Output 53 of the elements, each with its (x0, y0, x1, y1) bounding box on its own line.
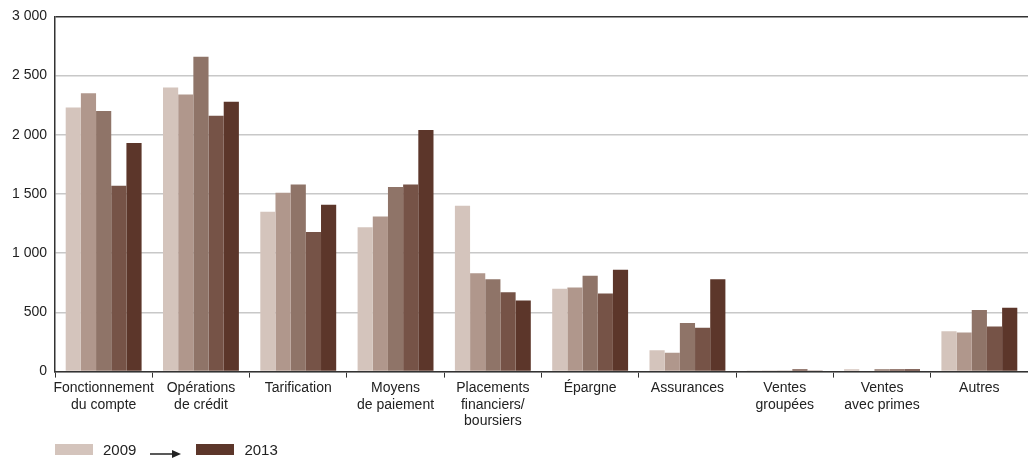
bar (679, 323, 696, 371)
bar (612, 269, 629, 371)
y-tick-label: 2 500 (11, 66, 48, 83)
bar (500, 292, 516, 371)
bar (290, 184, 306, 371)
bar (664, 352, 680, 371)
bar (986, 326, 1003, 371)
x-tick-label: Fonctionnement du compte (53, 378, 154, 412)
legend-label: 2009 (103, 441, 137, 458)
y-tick-label: 500 (23, 303, 48, 320)
x-tick-label: Épargne (563, 378, 617, 395)
bar (710, 279, 726, 371)
bar (111, 185, 127, 371)
x-tick-label: Opérations de crédit (166, 378, 236, 412)
bar (387, 186, 404, 371)
bar (470, 273, 486, 371)
x-tick-label: Tarification (264, 378, 332, 395)
bar (126, 143, 142, 371)
y-tick-label: 2 000 (11, 125, 48, 142)
bar (305, 231, 322, 371)
bar (96, 111, 112, 371)
bar (223, 101, 239, 371)
bar (418, 130, 434, 371)
y-tick-label: 1 000 (11, 244, 48, 261)
bar (1002, 307, 1018, 371)
bar (485, 279, 501, 371)
bar (567, 287, 583, 371)
y-tick-label: 1 500 (11, 184, 48, 201)
y-tick-label: 0 (39, 362, 48, 379)
bar (515, 300, 531, 371)
x-tick-label: Ventes groupées (755, 378, 814, 412)
bar (649, 350, 665, 371)
x-tick-label: Ventes avec primes (844, 378, 920, 412)
bar (178, 94, 194, 371)
bar (971, 310, 987, 371)
y-tick-label: 3 000 (11, 7, 48, 24)
bar (403, 184, 419, 371)
x-tick-label: Placements financiers/ boursiers (456, 378, 530, 429)
x-tick-label: Autres (959, 378, 1000, 395)
bar (956, 332, 972, 371)
legend-label: 2013 (244, 441, 278, 458)
bar (275, 192, 291, 371)
bar (695, 327, 711, 371)
bar (193, 56, 209, 371)
bar (372, 216, 388, 371)
bar (597, 293, 613, 371)
x-tick-label: Assurances (650, 378, 725, 395)
bar (208, 115, 224, 371)
x-tick-label: Moyens de paiement (357, 378, 435, 412)
bar (582, 275, 598, 371)
bar (941, 331, 957, 371)
bar (321, 204, 337, 371)
bar (80, 93, 97, 371)
